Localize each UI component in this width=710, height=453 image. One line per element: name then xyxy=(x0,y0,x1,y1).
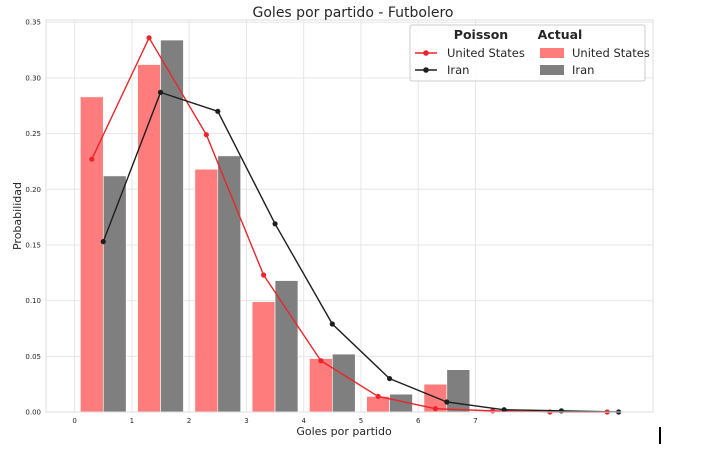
x-tick-label: 5 xyxy=(359,417,363,425)
x-tick-label: 0 xyxy=(72,417,76,425)
bar-iran xyxy=(332,353,356,413)
line-united-states xyxy=(91,36,608,413)
point-iran xyxy=(501,407,507,413)
legend-patch-iran xyxy=(540,65,564,75)
point-iran xyxy=(272,221,278,227)
x-tick-label: 2 xyxy=(187,417,191,425)
bar-united-states xyxy=(80,96,104,413)
y-tick-label: 0.15 xyxy=(25,241,41,249)
line-iran xyxy=(102,91,619,413)
legend-title-actual: Actual xyxy=(538,27,583,42)
legend-label-us-poisson: United States xyxy=(447,46,525,60)
point-iran xyxy=(157,89,164,95)
x-tick-label: 4 xyxy=(301,417,306,425)
ticks-layer: 0.00 0.05 0.10 0.15 0.20 0.25 0.30 0.35 0 1 2 3 4 5 6 7 xyxy=(25,19,477,425)
point-united-states xyxy=(318,358,324,364)
legend-marker-us xyxy=(423,50,429,56)
legend-label-iran-poisson: Iran xyxy=(447,63,469,77)
point-iran xyxy=(386,375,393,382)
point-united-states xyxy=(89,156,95,162)
y-tick-label: 0.30 xyxy=(25,74,41,82)
x-tick-label: 3 xyxy=(244,417,248,425)
bar-united-states xyxy=(137,64,161,413)
bar-united-states xyxy=(251,301,276,413)
chart-title: Goles por partido - Futbolero xyxy=(253,5,454,21)
bar-united-states xyxy=(194,168,219,413)
y-tick-label: 0.10 xyxy=(25,297,41,305)
point-iran xyxy=(558,408,564,414)
point-united-states xyxy=(261,272,267,278)
y-tick-label: 0.05 xyxy=(25,353,41,361)
x-tick-label: 7 xyxy=(473,417,477,425)
legend-marker-iran xyxy=(423,67,429,73)
bars-layer xyxy=(80,39,471,413)
point-united-states xyxy=(146,35,152,41)
point-united-states xyxy=(432,406,438,412)
lines-layer xyxy=(89,35,622,415)
point-iran xyxy=(329,321,335,327)
y-axis-label: Probabilidad xyxy=(11,182,24,250)
legend-patch-us xyxy=(540,48,564,58)
legend-label-iran-actual: Iran xyxy=(572,63,594,77)
y-tick-label: 0.25 xyxy=(25,130,41,138)
point-united-states xyxy=(375,393,381,400)
legend-title-poisson: Poisson xyxy=(454,27,508,42)
y-tick-label: 0.00 xyxy=(25,409,41,417)
y-tick-label: 0.35 xyxy=(25,19,41,27)
x-tick-label: 1 xyxy=(130,417,134,425)
x-axis-label: Goles por partido xyxy=(296,425,392,438)
x-tick-label: 6 xyxy=(416,417,421,425)
point-iran xyxy=(100,239,106,245)
legend-label-us-actual: United States xyxy=(572,46,650,60)
text-cursor-mark xyxy=(659,427,661,444)
bar-iran xyxy=(217,155,241,413)
legend-box xyxy=(409,24,646,82)
point-united-states xyxy=(203,132,209,138)
plot-frame xyxy=(45,19,654,413)
legend: Poisson Actual United States Iran United… xyxy=(409,24,650,82)
point-iran xyxy=(444,399,450,405)
bar-iran xyxy=(274,280,299,413)
y-tick-label: 0.20 xyxy=(25,186,41,194)
bar-iran xyxy=(446,369,471,413)
point-iran xyxy=(215,108,221,114)
